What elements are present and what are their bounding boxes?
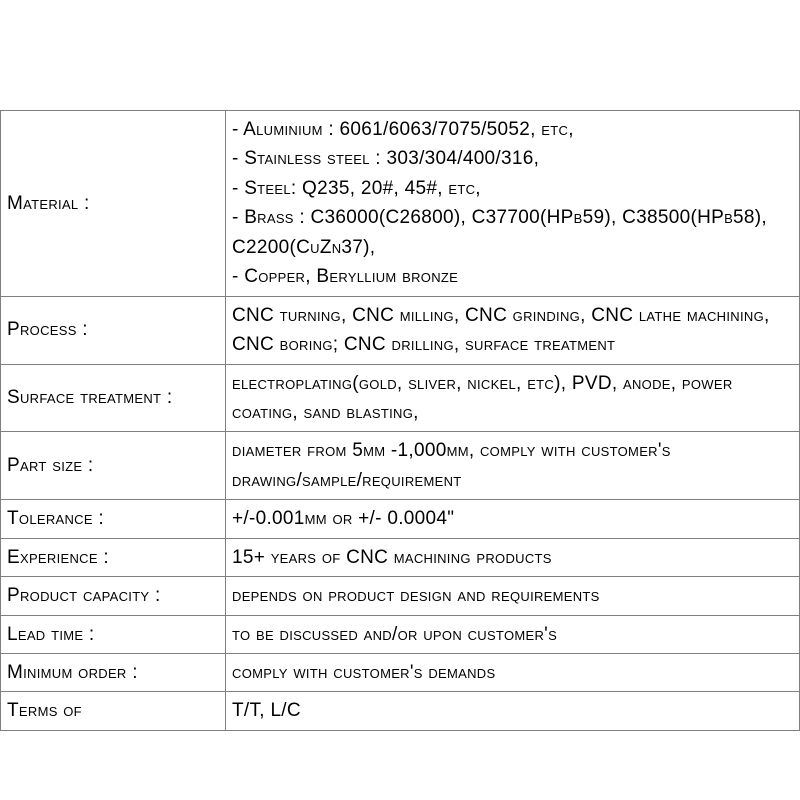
- spec-table-body: Material :- Aluminium : 6061/6063/7075/5…: [1, 111, 800, 731]
- row-value: CNC turning, CNC milling, CNC grinding, …: [226, 296, 800, 364]
- table-row: Surface treatment :electroplating(gold, …: [1, 364, 800, 432]
- value-line: electroplating(gold, sliver, nickel, etc…: [232, 369, 793, 428]
- row-label: Experience :: [1, 538, 226, 576]
- row-value: - Aluminium : 6061/6063/7075/5052, etc,-…: [226, 111, 800, 297]
- row-value: to be discussed and/or upon customer's: [226, 615, 800, 653]
- value-line: - Steel: Q235, 20#, 45#, etc,: [232, 174, 793, 203]
- row-label: Minimum order :: [1, 654, 226, 692]
- value-line: 15+ years of CNC machining products: [232, 543, 793, 572]
- row-value: depends on product design and requiremen…: [226, 577, 800, 615]
- row-label: Lead time :: [1, 615, 226, 653]
- table-row: Process :CNC turning, CNC milling, CNC g…: [1, 296, 800, 364]
- table-row: Part size :diameter from 5mm -1,000mm, c…: [1, 432, 800, 500]
- row-value: T/T, L/C: [226, 692, 800, 730]
- row-value: electroplating(gold, sliver, nickel, etc…: [226, 364, 800, 432]
- spec-table-container: Material :- Aluminium : 6061/6063/7075/5…: [0, 0, 800, 731]
- row-label: Surface treatment :: [1, 364, 226, 432]
- value-line: - Stainless steel : 303/304/400/316,: [232, 144, 793, 173]
- row-label: Terms of: [1, 692, 226, 730]
- table-row: Lead time :to be discussed and/or upon c…: [1, 615, 800, 653]
- value-line: diameter from 5mm -1,000mm, comply with …: [232, 436, 793, 495]
- row-label: Tolerance :: [1, 500, 226, 538]
- row-value: comply with customer's demands: [226, 654, 800, 692]
- value-line: depends on product design and requiremen…: [232, 581, 793, 610]
- row-label: Part size :: [1, 432, 226, 500]
- row-value: +/-0.001mm or +/- 0.0004": [226, 500, 800, 538]
- spec-table: Material :- Aluminium : 6061/6063/7075/5…: [0, 110, 800, 731]
- table-row: Terms ofT/T, L/C: [1, 692, 800, 730]
- value-line: +/-0.001mm or +/- 0.0004": [232, 504, 793, 533]
- value-line: to be discussed and/or upon customer's: [232, 620, 793, 649]
- row-value: diameter from 5mm -1,000mm, comply with …: [226, 432, 800, 500]
- value-line: - Brass : C36000(C26800), C37700(HPb59),…: [232, 203, 793, 262]
- table-row: Material :- Aluminium : 6061/6063/7075/5…: [1, 111, 800, 297]
- value-line: - Copper, Beryllium bronze: [232, 262, 793, 291]
- table-row: Product capacity :depends on product des…: [1, 577, 800, 615]
- row-label: Material :: [1, 111, 226, 297]
- value-line: comply with customer's demands: [232, 658, 793, 687]
- table-row: Experience :15+ years of CNC machining p…: [1, 538, 800, 576]
- row-label: Process :: [1, 296, 226, 364]
- table-row: Tolerance :+/-0.001mm or +/- 0.0004": [1, 500, 800, 538]
- row-label: Product capacity :: [1, 577, 226, 615]
- row-value: 15+ years of CNC machining products: [226, 538, 800, 576]
- value-line: - Aluminium : 6061/6063/7075/5052, etc,: [232, 115, 793, 144]
- table-row: Minimum order :comply with customer's de…: [1, 654, 800, 692]
- value-line: CNC turning, CNC milling, CNC grinding, …: [232, 301, 793, 360]
- value-line: T/T, L/C: [232, 696, 793, 725]
